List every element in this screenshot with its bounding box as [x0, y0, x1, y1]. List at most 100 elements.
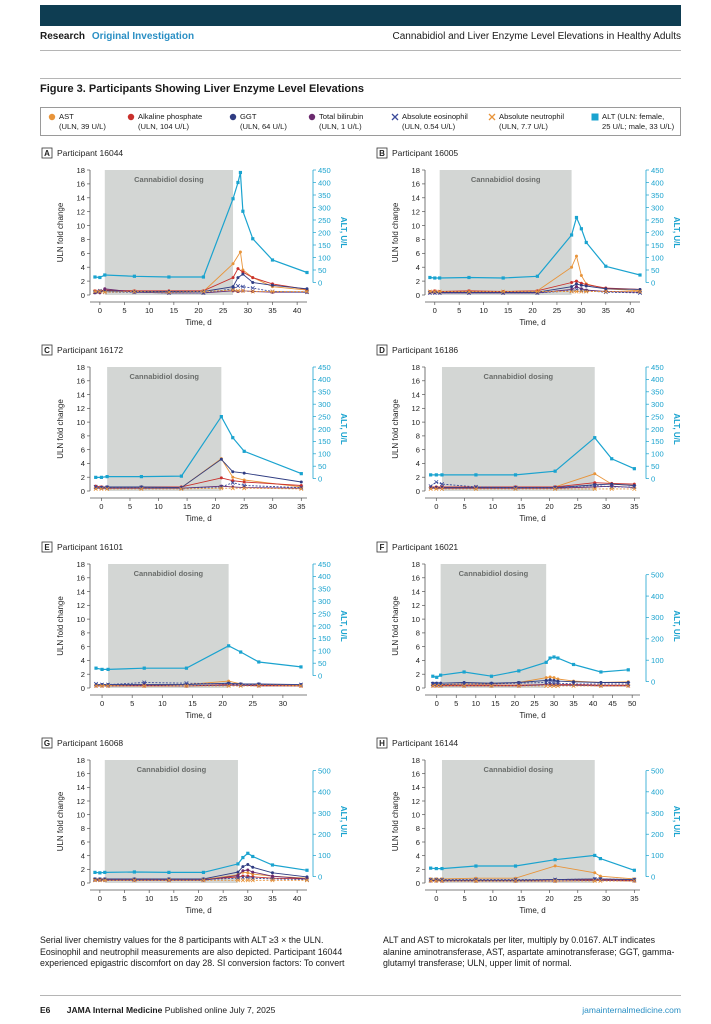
data-point-neu	[632, 878, 637, 884]
data-point-ggt	[231, 285, 235, 289]
x-tick-label: 40	[589, 699, 597, 708]
data-point-alt	[167, 275, 171, 279]
y-tick-label: 18	[77, 363, 85, 372]
alt-tick-label: 0	[318, 278, 322, 287]
data-point-ast	[231, 475, 235, 479]
footer-divider	[40, 995, 681, 996]
data-point-eos	[166, 877, 171, 882]
circle-marker-icon	[308, 113, 316, 121]
data-point-ggt	[241, 865, 245, 869]
panel-letter-box	[41, 541, 53, 553]
y-tick-label: 2	[416, 865, 420, 874]
legend-item-eos: Absolute eosinophil (ULN, 0.54 U/L)	[391, 112, 468, 131]
y-tick-label: 0	[81, 684, 85, 693]
data-point-alp	[242, 480, 246, 484]
x-tick-label: 25	[553, 306, 561, 315]
panel-letter-box	[376, 344, 388, 356]
y-tick-label: 2	[81, 277, 85, 286]
y-tick-label: 6	[416, 249, 420, 258]
data-point-alp	[231, 479, 235, 483]
data-point-neu	[184, 683, 189, 689]
data-point-alt	[201, 275, 206, 279]
x-marker-icon	[488, 113, 496, 121]
x-tick-label: 40	[293, 306, 301, 315]
data-point-ggt	[241, 272, 245, 276]
data-point-neu	[535, 289, 540, 294]
alt-tick-label: 300	[318, 203, 331, 212]
data-point-alp	[593, 481, 597, 485]
data-point-tbil	[236, 873, 240, 877]
data-point-neu	[201, 878, 206, 883]
data-point-eos	[240, 284, 245, 289]
y-tick-label: 0	[416, 487, 420, 496]
x-tick-label: 20	[218, 699, 226, 708]
legend-label: ALT (ULN: female,	[602, 112, 665, 121]
legend-label: (ULN, 39 U/L)	[59, 121, 106, 131]
x-marker-icon	[391, 113, 399, 121]
data-point-ast	[227, 679, 231, 683]
alt-tick-label: 150	[651, 241, 664, 250]
data-point-neu	[92, 878, 98, 883]
alt-tick-label: 150	[318, 241, 331, 250]
y-tick-label: 10	[412, 615, 420, 624]
y-axis-label: ULN fold change	[391, 399, 400, 459]
y-tick-label: 10	[412, 810, 420, 819]
data-point-ggt	[251, 865, 255, 869]
y-axis-label: ULN fold change	[391, 596, 400, 656]
y-tick-label: 6	[81, 249, 85, 258]
data-point-neu	[97, 289, 102, 294]
article-title: Cannabidiol and Liver Enzyme Level Eleva…	[392, 31, 681, 42]
data-point-alt	[501, 276, 505, 280]
alt-tick-label: 200	[651, 830, 664, 839]
y-tick-label: 6	[416, 445, 420, 454]
data-point-neu	[592, 486, 597, 492]
data-point-eos	[92, 290, 98, 295]
x-tick-label: 30	[602, 894, 610, 903]
data-point-neu	[555, 683, 560, 689]
data-point-ggt	[299, 480, 303, 484]
data-point-neu	[553, 486, 558, 492]
x-tick-label: 5	[122, 894, 126, 903]
data-point-alt	[251, 237, 255, 241]
data-point-neu	[166, 290, 171, 295]
alt-tick-label: 50	[651, 462, 659, 471]
x-tick-label: 25	[219, 894, 227, 903]
figure-caption-right: ALT and AST to microkatals per liter, mu…	[383, 935, 675, 969]
data-point-neu	[632, 486, 637, 492]
data-point-eos	[92, 877, 98, 882]
data-point-alt	[556, 656, 560, 660]
data-point-ast	[553, 864, 557, 868]
alt-tick-label: 450	[651, 363, 664, 372]
data-point-neu	[270, 878, 275, 883]
x-tick-label: 15	[504, 306, 512, 315]
journal-url[interactable]: jamainternalmedicine.com	[582, 1005, 681, 1015]
data-point-ast	[242, 478, 246, 482]
alt-tick-label: 500	[318, 766, 331, 775]
data-point-alt	[579, 227, 583, 231]
circle-marker-icon	[48, 113, 56, 121]
data-point-alt	[236, 862, 240, 866]
data-point-eos	[304, 877, 310, 882]
chart-panel-c: C Participant 16172 Cannabidiol dosing 0 2 4 6…	[41, 344, 348, 523]
data-point-alt	[552, 655, 556, 659]
data-point-neu	[598, 683, 603, 689]
data-point-neu	[132, 289, 137, 294]
y-tick-label: 14	[412, 390, 420, 399]
y-tick-label: 6	[81, 445, 85, 454]
x-tick-label: 15	[491, 699, 499, 708]
y-tick-label: 2	[416, 473, 420, 482]
y-tick-label: 4	[81, 656, 85, 665]
data-point-neu	[226, 683, 231, 689]
panel-letter-box	[376, 737, 388, 749]
x-tick-label: 0	[434, 894, 438, 903]
data-point-neu	[242, 486, 247, 491]
dosing-period-band	[108, 564, 229, 688]
panel-letter-box	[41, 344, 53, 356]
alt-tick-label: 100	[318, 647, 331, 656]
y-tick-label: 12	[77, 207, 85, 216]
data-point-ggt	[584, 284, 588, 288]
alt-tick-label: 100	[318, 253, 331, 262]
section-header: Research Original Investigation	[40, 31, 194, 42]
y-tick-label: 8	[81, 235, 85, 244]
y-tick-label: 2	[81, 473, 85, 482]
